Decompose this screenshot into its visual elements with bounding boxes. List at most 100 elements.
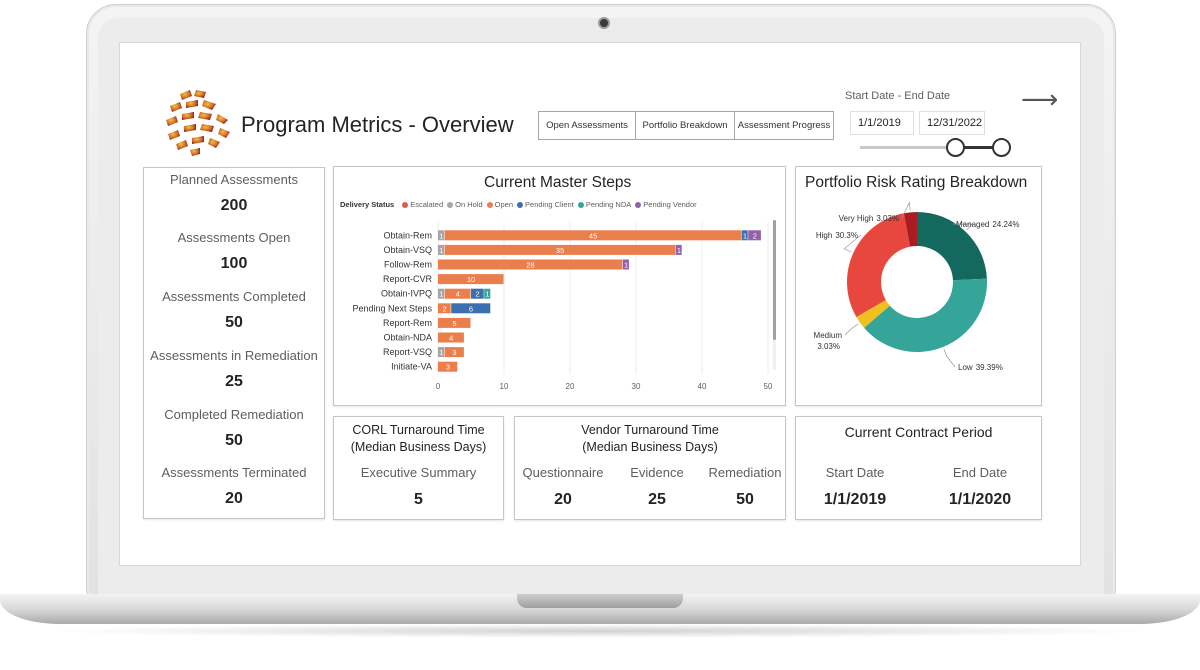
kpi-value: 50 (225, 314, 243, 331)
kpi-label: Assessments in Remediation (150, 348, 318, 363)
end-date-input[interactable]: 12/31/2022 (919, 111, 985, 135)
laptop-shadow (40, 624, 1160, 638)
bar-data-label: 6 (469, 304, 473, 313)
bar-data-label: 1 (439, 231, 443, 240)
slice-label-value: 30.3% (835, 231, 858, 240)
kpi-value: 100 (220, 255, 248, 272)
category-label: Obtain-VSQ (383, 245, 432, 255)
legend-swatch (635, 201, 642, 208)
bar-segment (444, 347, 464, 358)
bar-data-label: 3 (452, 348, 456, 357)
kpi-label: Completed Remediation (164, 407, 304, 422)
legend-item[interactable]: Pending Client (525, 200, 574, 209)
corl-card (333, 416, 504, 520)
slice-leader-line (844, 323, 859, 336)
slice-label: Managed 24.24% (956, 220, 1020, 229)
slice-leader-line (843, 234, 862, 253)
bar-segment (471, 288, 484, 299)
questionnaire-label: Questionnaire (522, 465, 604, 480)
bar-data-label: 2 (443, 304, 447, 313)
slice-label-name: Managed (956, 220, 989, 229)
donut-slice[interactable] (864, 278, 987, 352)
vendor-card (514, 416, 786, 520)
legend-item[interactable]: Open (494, 200, 514, 209)
bar-segment (484, 288, 491, 299)
x-tick-label: 40 (698, 382, 707, 391)
donut-slice[interactable] (917, 212, 987, 281)
evidence-value: 25 (648, 491, 666, 508)
laptop-base-notch (517, 594, 683, 608)
chart-scrollbar-thumb[interactable] (773, 220, 776, 340)
remediation-value: 50 (736, 491, 754, 508)
kpi-label: Assessments Open (177, 230, 291, 245)
vendor-title-line2: (Median Business Days) (582, 440, 718, 454)
vendor-title-line1: Vendor Turnaround Time (581, 423, 719, 437)
bar-segment (438, 347, 445, 358)
risk-title: Portfolio Risk Rating Breakdown (805, 174, 1028, 191)
assessment-progress-button[interactable]: Assessment Progress (734, 111, 834, 140)
slice-label-name: High (816, 231, 832, 240)
page-title: Program Metrics - Overview (241, 112, 514, 137)
category-label: Obtain-Rem (383, 230, 432, 240)
kpi-value: 200 (220, 197, 248, 214)
slice-label-value: 24.24% (992, 220, 1019, 229)
bar-data-label: 4 (449, 334, 453, 343)
camera-icon (598, 17, 610, 29)
donut-slice[interactable] (903, 212, 917, 247)
bar-data-label: 4 (456, 290, 460, 299)
legend-item[interactable]: On Hold (455, 200, 483, 209)
date-slider-track[interactable] (860, 146, 1010, 149)
master-steps-title: Current Master Steps (484, 174, 632, 191)
questionnaire-value: 20 (554, 491, 572, 508)
bar-data-label: 2 (476, 290, 480, 299)
slice-label: High 30.3% (816, 231, 858, 240)
date-slider-range (954, 146, 1001, 149)
x-tick-label: 10 (500, 382, 509, 391)
master-steps-card (333, 166, 786, 406)
bar-segment (444, 230, 742, 241)
start-date-input[interactable]: 1/1/2019 (850, 111, 914, 135)
contract-end-label: End Date (952, 465, 1008, 480)
donut-slice[interactable] (856, 300, 890, 328)
kpi-label: Assessments Terminated (161, 465, 307, 480)
contract-card (795, 416, 1042, 520)
bar-segment (675, 244, 682, 255)
bar-data-label: 1 (677, 246, 681, 255)
bar-data-label: 10 (467, 275, 475, 284)
contract-title: Current Contract Period (844, 424, 993, 440)
kpi-label: Planned Assessments (170, 172, 298, 187)
bar-segment (451, 303, 491, 314)
donut-slice[interactable] (847, 213, 911, 317)
arrow-right-icon[interactable]: ⟶ (1021, 84, 1059, 114)
kpi-card (143, 167, 325, 519)
bar-segment (438, 332, 464, 343)
category-label: Obtain-IVPQ (381, 289, 432, 299)
slice-label: Low 39.39% (958, 363, 1003, 372)
bar-segment (438, 317, 471, 328)
category-label: Follow-Rem (384, 260, 432, 270)
legend-swatch (517, 201, 524, 208)
date-slider-start-handle[interactable] (945, 138, 965, 157)
portfolio-breakdown-button[interactable]: Portfolio Breakdown (635, 111, 735, 140)
legend-swatch (402, 201, 409, 208)
bar-segment (438, 288, 445, 299)
date-slider-end-handle[interactable] (992, 138, 1011, 157)
slice-label-value: 3.03% (876, 214, 899, 223)
bar-data-label: 1 (624, 261, 628, 270)
slice-label-name: Low (958, 363, 973, 372)
bar-data-label: 5 (452, 319, 456, 328)
legend-item[interactable]: Pending Vendor (643, 200, 697, 209)
legend-swatch (447, 201, 454, 208)
legend-item[interactable]: Escalated (410, 200, 444, 209)
legend-item[interactable]: Pending NDA (585, 200, 632, 209)
category-label: Pending Next Steps (352, 303, 432, 313)
slice-label: Very High 3.03% (839, 214, 899, 223)
open-assessments-button[interactable]: Open Assessments (538, 111, 636, 140)
slice-value-label: 3.03% (817, 342, 840, 351)
evidence-label: Evidence (630, 465, 684, 480)
corl-title-line1: CORL Turnaround Time (352, 423, 485, 437)
master-steps-legend: Delivery Status Escalated On Hold Open Pend… (340, 200, 697, 209)
bar-segment (622, 259, 629, 270)
bar-data-label: 1 (485, 290, 489, 299)
